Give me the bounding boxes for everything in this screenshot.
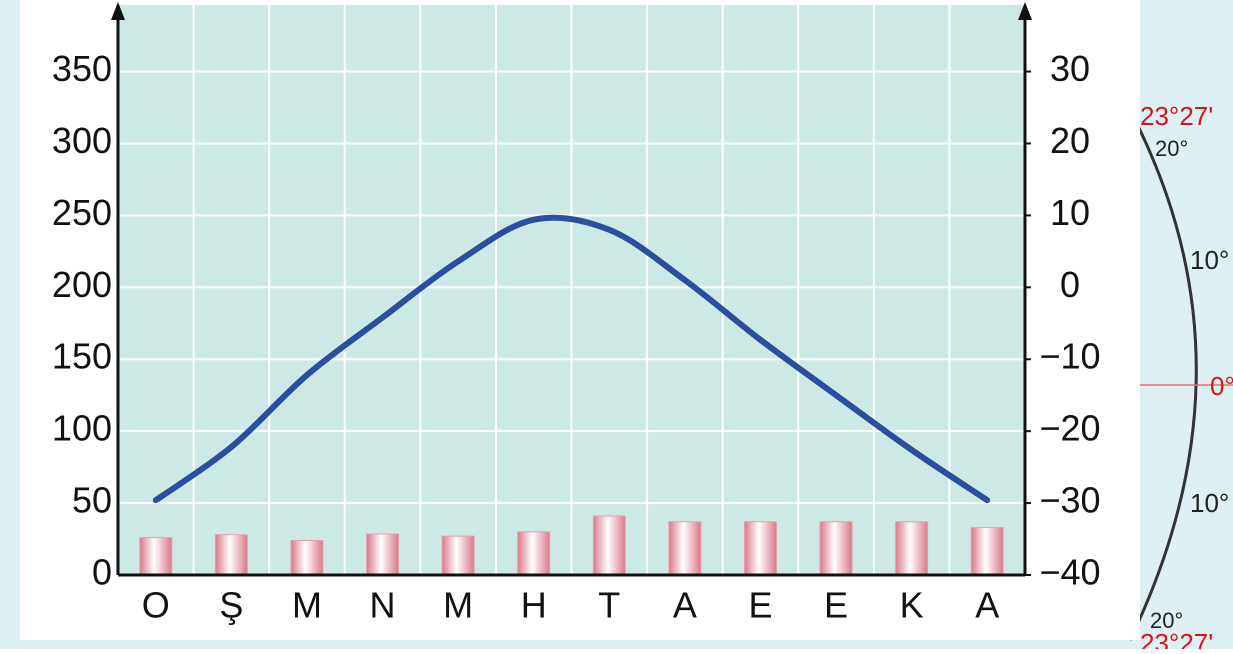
bar [592,515,626,576]
axis-arrow [111,2,125,20]
y2-tick-label: 30 [1050,48,1090,89]
bar [139,537,173,576]
x-tick-label: M [443,585,473,626]
y2-tick-label: −30 [1039,480,1100,521]
bar [895,521,929,576]
y-tick-label: 0 [92,552,112,593]
y2-tick-label: −40 [1039,552,1100,593]
y-tick-label: 50 [72,480,112,521]
map-label: 10° [1190,488,1229,518]
x-tick-label: O [142,585,170,626]
axis-arrow [1018,2,1032,20]
y2-tick-label: −20 [1039,408,1100,449]
x-tick-label: E [748,585,772,626]
y-tick-label: 100 [52,408,112,449]
map-label: 23°27' [1140,628,1213,649]
y-tick-label: 250 [52,192,112,233]
y-tick-label: 350 [52,48,112,89]
y2-tick-label: −10 [1039,336,1100,377]
y-tick-label: 200 [52,264,112,305]
bar [668,521,702,576]
map-label: 23°27' [1140,101,1213,131]
x-tick-label: N [370,585,396,626]
y-tick-label: 300 [52,120,112,161]
bar [214,534,248,576]
bar [819,521,853,576]
bar [290,539,324,576]
x-tick-label: M [292,585,322,626]
x-tick-label: A [975,585,999,626]
y-tick-label: 150 [52,336,112,377]
x-tick-label: H [521,585,547,626]
x-tick-label: K [900,585,924,626]
x-tick-label: T [598,585,620,626]
y2-tick-label: 0 [1060,264,1080,305]
map-label: 10° [1190,245,1229,275]
bar [743,521,777,576]
map-arc [1128,119,1198,641]
map-label: 20° [1155,136,1188,161]
x-tick-label: E [824,585,848,626]
map-label: 0° [1210,371,1233,401]
bar [970,527,1004,576]
bar [517,531,551,576]
line [152,214,991,504]
x-tick-label: Ş [219,585,243,626]
y2-tick-label: 20 [1050,120,1090,161]
map-label: 20° [1150,608,1183,633]
bar [366,533,400,576]
x-tick-label: A [673,585,697,626]
bar [441,535,475,576]
y2-tick-label: 10 [1050,192,1090,233]
